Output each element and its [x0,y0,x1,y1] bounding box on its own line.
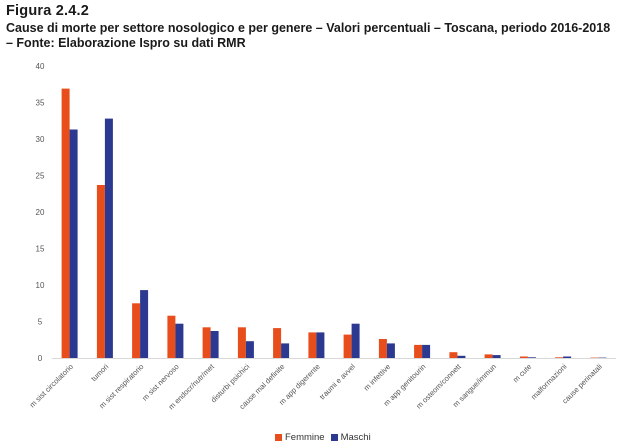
bar-maschi [175,323,184,358]
y-tick-label: 20 [36,208,45,217]
bar-femmine [96,185,105,358]
bar-maschi [492,355,501,358]
bar-maschi [316,332,325,358]
y-tick-label: 30 [36,135,45,144]
bar-femmine [378,339,387,358]
bar-maschi [422,344,431,358]
bar-maschi [386,343,395,358]
x-tick-label: m infettive [362,362,393,393]
y-tick-label: 10 [36,281,45,290]
bar-femmine [414,344,423,358]
chart-caption: Cause di morte per settore nosologico e … [6,21,611,50]
y-tick-label: 25 [36,172,45,181]
bar-femmine [519,356,528,358]
bar-femmine [167,315,176,358]
bar-maschi [245,341,254,358]
figure-label: Figura 2.4.2 [6,3,89,19]
legend-item-maschi: Maschi [330,432,371,443]
bar-maschi [210,331,219,358]
bar-femmine [343,334,352,358]
bar-maschi [457,355,466,358]
bar-femmine [237,327,246,358]
legend-swatch-femmine [275,434,282,441]
bar-femmine [308,332,317,358]
y-tick-label: 15 [36,245,45,254]
bar-maschi [563,356,572,358]
bar-femmine [273,328,282,358]
bar-femmine [61,88,70,358]
bar-femmine [484,354,493,358]
x-tick-label: m cute [511,362,533,384]
bar-femmine [449,352,458,358]
bar-maschi [351,323,360,358]
y-axis: 0 5 10 15 20 25 30 35 40 [36,62,45,363]
y-tick-label: 5 [38,318,43,327]
bar-femmine [132,303,141,359]
bar-maschi [527,357,536,358]
bar-femmine [202,327,211,358]
x-tick-label: m sist circolatorio [28,362,75,409]
bar-maschi [69,129,78,358]
legend: Femmine Maschi [275,432,377,443]
x-tick-label: tumori [89,362,110,383]
bar-femmine [555,357,564,358]
legend-item-femmine: Femmine [275,432,325,443]
y-tick-label: 35 [36,99,45,108]
y-tick-label: 40 [36,62,45,71]
y-tick-label: 0 [38,354,43,363]
legend-label-maschi: Maschi [340,432,371,443]
bar-maschi [104,118,113,358]
bar-maschi [140,290,149,358]
bar-maschi [281,343,290,358]
legend-swatch-maschi [330,434,338,441]
bars [61,88,607,359]
x-tick-label: traumi e avvel [318,362,358,402]
legend-label-femmine: Femmine [285,432,325,443]
